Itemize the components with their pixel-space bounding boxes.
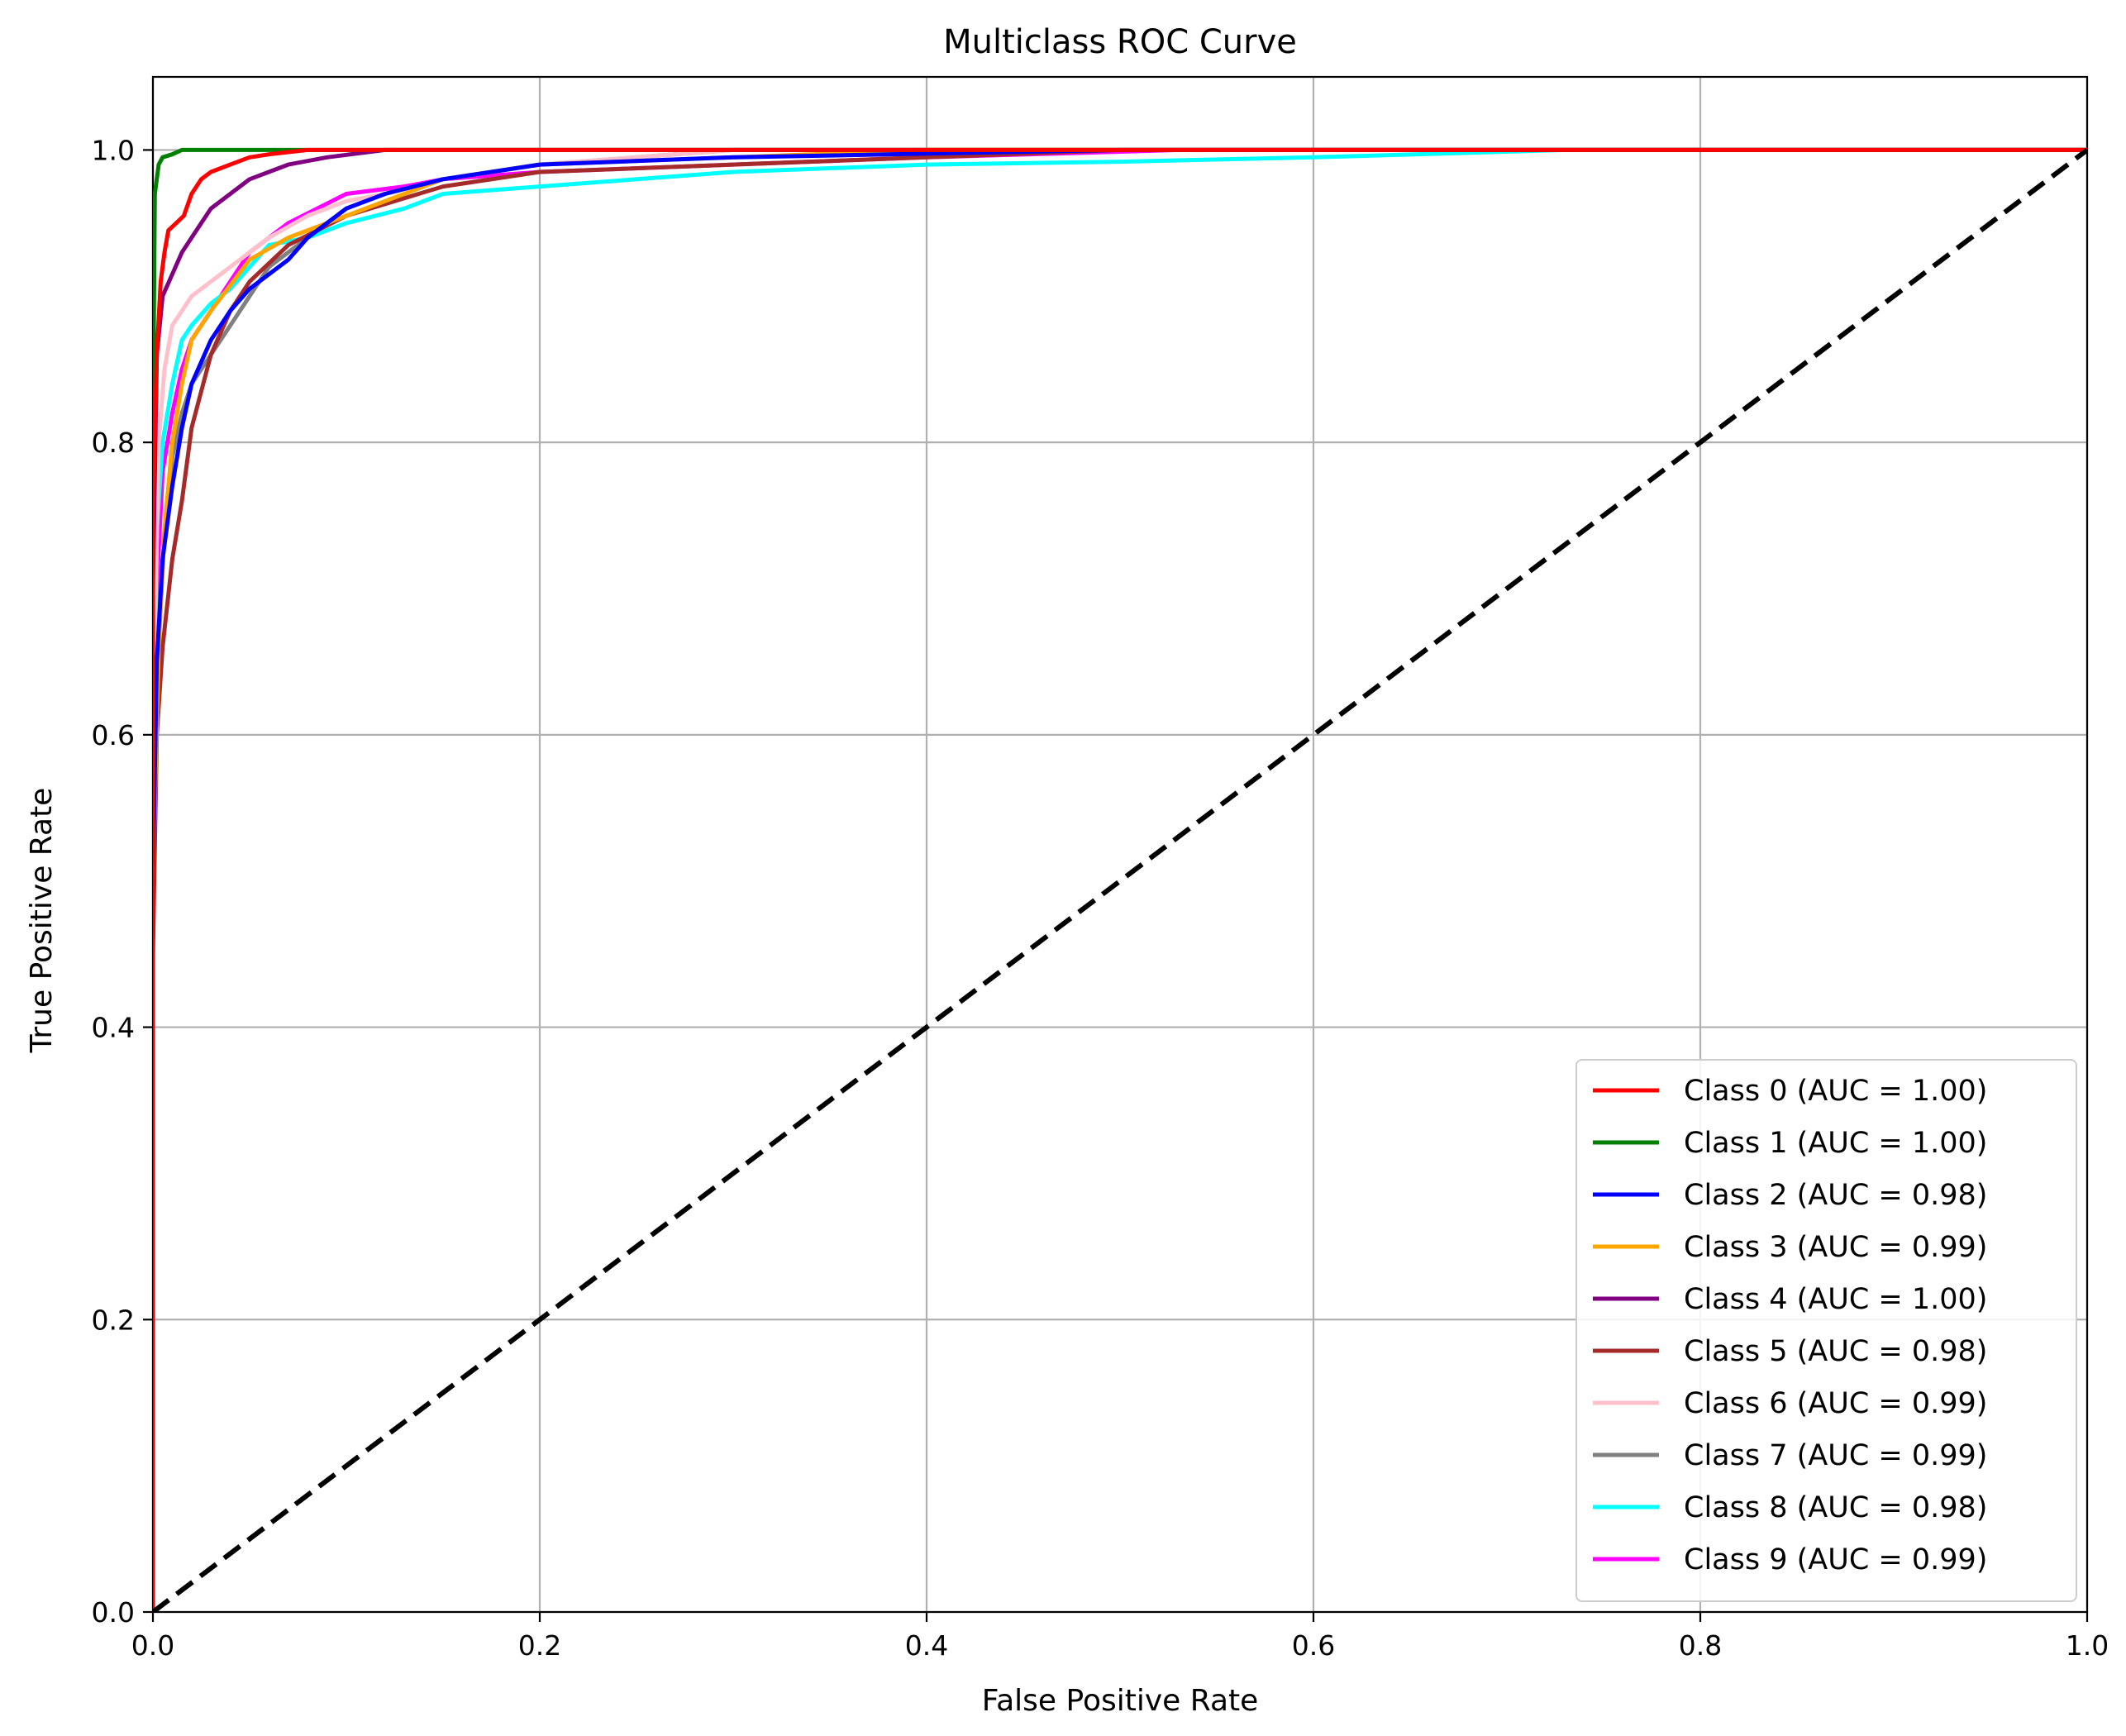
y-axis-label: True Positive Rate [25,788,59,1054]
roc-curve-class-8 [153,147,2087,1612]
legend: Class 0 (AUC = 1.00) Class 1 (AUC = 1.00)… [1575,1059,2077,1602]
y-tick-label: 0.4 [92,1012,135,1044]
legend-label-class-7: Class 7 (AUC = 0.99) [1684,1439,1987,1472]
x-axis-label: False Positive Rate [982,1684,1259,1718]
legend-label-class-8: Class 8 (AUC = 0.98) [1684,1491,1987,1524]
legend-label-class-5: Class 5 (AUC = 0.98) [1684,1335,1987,1368]
x-tick-label: 1.0 [2066,1629,2109,1662]
x-tick-label: 0.6 [1292,1629,1335,1662]
x-tick-label: 0.8 [1679,1629,1722,1662]
legend-label-class-9: Class 9 (AUC = 0.99) [1684,1543,1987,1576]
y-tick-label: 1.0 [92,134,135,166]
chart-title: Multiclass ROC Curve [943,23,1297,61]
legend-label-class-4: Class 4 (AUC = 1.00) [1684,1283,1987,1316]
grid [151,77,2089,1614]
plot-area [153,147,2087,1612]
legend-label-class-2: Class 2 (AUC = 0.98) [1684,1179,1987,1212]
x-tick-label: 0.4 [905,1629,948,1662]
legend-label-class-0: Class 0 (AUC = 1.00) [1684,1075,1987,1108]
chance-diagonal-line [153,148,2087,1612]
legend-label-class-1: Class 1 (AUC = 1.00) [1684,1127,1987,1160]
roc-curve-class-0 [153,147,2087,1612]
series-group [153,147,2087,1612]
y-tick-label: 0.2 [92,1304,135,1336]
roc-curve-class-2 [153,147,2087,1612]
y-tick-label: 0.0 [92,1596,135,1629]
legend-box [1575,1059,2077,1602]
y-tick-label: 0.8 [92,427,135,459]
roc-curve-class-5 [153,147,2087,1612]
x-tick-label: 0.2 [518,1629,561,1662]
roc-curve-class-1 [153,147,2087,1612]
x-tick-label: 0.0 [131,1629,174,1662]
legend-label-class-6: Class 6 (AUC = 0.99) [1684,1387,1987,1420]
y-tick-label: 0.6 [92,719,135,751]
legend-label-class-3: Class 3 (AUC = 0.99) [1684,1231,1987,1264]
